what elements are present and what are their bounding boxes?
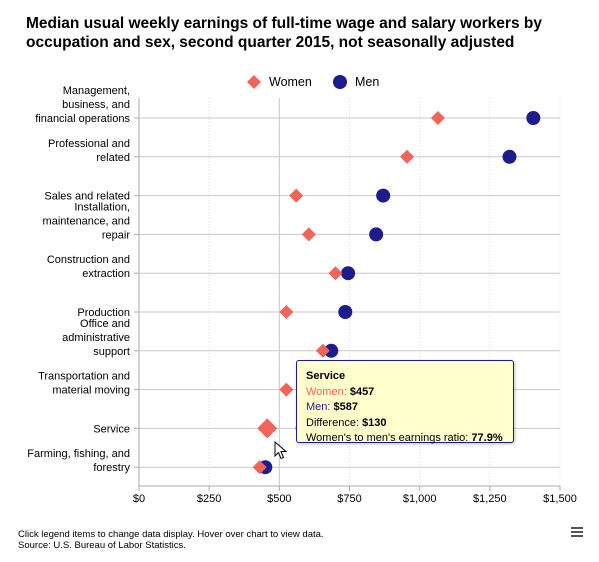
- men-point[interactable]: [338, 305, 353, 319]
- men-point[interactable]: [502, 149, 517, 164]
- legend-label-men: Men: [355, 75, 380, 89]
- tooltip-men-row: Men: $587: [306, 401, 359, 413]
- tooltip-ratio-value: 77.9%: [471, 432, 503, 444]
- tooltip-ratio-row: Women's to men's earnings ratio: 77.9%: [306, 432, 503, 444]
- men-point[interactable]: [324, 343, 339, 358]
- women-point[interactable]: [279, 305, 294, 319]
- tooltip-difference-row: Difference: $130: [306, 416, 387, 429]
- footer-instructions: Click legend items to change data displa…: [18, 529, 324, 540]
- category-label: Installation, maintenance, and repair: [43, 201, 131, 241]
- tooltip-women-value: $457: [349, 385, 375, 398]
- grid-lines: [208, 98, 561, 486]
- tooltip-ratio-label: Women's to men's earnings ratio: [306, 432, 466, 444]
- category-label: Management, business, and financial operat…: [35, 85, 130, 125]
- women-point[interactable]: [252, 460, 267, 475]
- chart-title: Median usual weekly earnings of full-tim…: [26, 15, 542, 51]
- category-label: Office and administrative support: [62, 318, 130, 358]
- legend-label-women: Women: [269, 75, 312, 89]
- women-point[interactable]: [430, 111, 445, 125]
- x-tick-label: $1,500: [543, 493, 577, 505]
- category-label: Sales and related: [44, 191, 130, 203]
- women-point[interactable]: [257, 418, 278, 439]
- x-tick-label: $1,250: [473, 493, 507, 505]
- category-labels: Management, business, and financial operat…: [27, 85, 130, 474]
- category-label: Service: [93, 423, 130, 435]
- x-tick-label: $250: [197, 493, 221, 505]
- category-label: Construction and extraction: [47, 254, 130, 280]
- women-point[interactable]: [400, 149, 415, 164]
- category-label: Professional and related: [48, 138, 130, 164]
- tooltip-difference-value: $130: [362, 416, 387, 429]
- legend: Women Men: [0, 72, 599, 92]
- women-point[interactable]: [315, 343, 330, 358]
- tooltip-men-label: Men: [306, 401, 328, 413]
- data-tooltip: Service Women: $457 Men: $587 Difference…: [296, 360, 514, 444]
- footer-source: Source: U.S. Bureau of Labor Statistics.: [18, 540, 186, 551]
- hamburger-menu-icon[interactable]: [571, 527, 583, 539]
- legend-item-women[interactable]: Women: [247, 72, 312, 92]
- mouse-cursor-icon: [274, 441, 288, 460]
- x-tick-label: $750: [337, 493, 361, 505]
- x-tick-label: $0: [133, 493, 145, 505]
- x-tick-label: $500: [267, 493, 291, 505]
- men-point[interactable]: [369, 227, 384, 242]
- tooltip-men-value: $587: [333, 401, 359, 413]
- chart-plot[interactable]: Management, business, and financial operat…: [0, 0, 599, 520]
- men-point[interactable]: [526, 111, 541, 125]
- tooltip-difference-label: Difference: [306, 416, 356, 429]
- women-point[interactable]: [289, 188, 304, 203]
- tooltip-title: Service: [306, 370, 346, 382]
- footer: Click legend items to change data displa…: [18, 529, 324, 551]
- axes: [134, 98, 561, 491]
- men-circle-icon: [333, 75, 347, 89]
- x-tick-labels: $0 $250 $500 $750 $1,000 $1,250 $1,500: [133, 493, 577, 505]
- category-label: Farming, fishing, and forestry: [27, 448, 130, 474]
- category-label: Production: [77, 307, 130, 319]
- women-diamond-icon: [247, 75, 261, 89]
- women-point[interactable]: [279, 382, 294, 397]
- category-label: Transportation and material moving: [38, 371, 130, 397]
- legend-item-men[interactable]: Men: [333, 72, 379, 92]
- x-tick-label: $1,000: [403, 493, 437, 505]
- men-point[interactable]: [341, 266, 356, 281]
- men-point[interactable]: [376, 188, 391, 203]
- women-point[interactable]: [328, 266, 343, 281]
- tooltip-women-label: Women: [306, 385, 344, 398]
- tooltip-women-row: Women: $457: [306, 385, 375, 398]
- women-point[interactable]: [301, 227, 316, 242]
